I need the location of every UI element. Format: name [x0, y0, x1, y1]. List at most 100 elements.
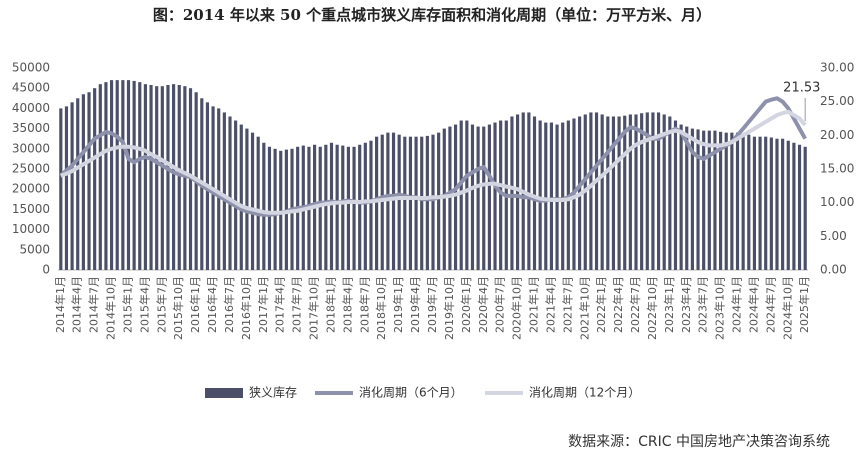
x-tick-label: 2016年7月: [222, 276, 236, 333]
bar: [758, 136, 762, 270]
y-tick-label: 5000: [19, 242, 50, 256]
bar: [792, 142, 796, 270]
bar: [64, 106, 69, 270]
legend-label: 消化周期（12个月）: [529, 386, 640, 400]
bar: [668, 116, 672, 270]
x-tick-label: 2022年7月: [628, 276, 642, 333]
bar: [262, 142, 266, 270]
bar: [651, 112, 655, 270]
bar: [561, 122, 565, 270]
bar: [735, 132, 740, 270]
bar: [465, 120, 469, 271]
bar: [594, 112, 599, 270]
line: [60, 109, 807, 215]
bar: [702, 130, 706, 270]
bar: [358, 144, 362, 270]
bar: [617, 116, 621, 270]
bar: [87, 92, 91, 271]
x-tick-label: 2016年1月: [188, 276, 202, 333]
bar: [93, 88, 97, 270]
x-tick-label: 2022年4月: [611, 276, 625, 333]
x-tick-label: 2021年4月: [543, 276, 557, 333]
x-tick-label: 2022年1月: [594, 276, 608, 333]
bar: [160, 86, 164, 271]
y2-tick-label: 5.00: [820, 229, 847, 243]
bar: [600, 114, 604, 271]
bar: [781, 138, 785, 270]
x-tick-label: 2024年7月: [763, 276, 777, 333]
bar: [126, 80, 131, 271]
bar: [803, 146, 807, 270]
bar: [250, 132, 255, 270]
x-tick-label: 2019年7月: [425, 276, 439, 333]
bar: [335, 144, 339, 270]
bar: [724, 132, 728, 270]
y2-tick-label: 20.00: [820, 128, 854, 142]
x-tick-label: 2023年7月: [696, 276, 710, 333]
y-tick-label: 30000: [12, 141, 50, 155]
x-tick-label: 2024年1月: [730, 276, 744, 333]
x-tick-label: 2024年10月: [780, 276, 794, 340]
y-tick-label: 40000: [12, 101, 50, 115]
bar: [640, 113, 644, 270]
y-tick-label: 10000: [12, 222, 50, 236]
bar: [448, 126, 452, 270]
bar: [628, 114, 632, 271]
x-tick-label: 2019年10月: [442, 276, 456, 340]
x-tick-label: 2017年10月: [307, 276, 321, 340]
y2-tick-label: 30.00: [820, 61, 854, 75]
bar: [442, 128, 446, 270]
x-tick-label: 2018年7月: [357, 276, 371, 333]
bar: [352, 146, 356, 270]
bar: [752, 136, 757, 270]
x-tick-label: 2017年1月: [256, 276, 270, 333]
bar: [527, 112, 531, 270]
x-tick-label: 2019年4月: [408, 276, 422, 333]
bar: [234, 120, 238, 271]
x-tick-label: 2014年4月: [70, 276, 84, 333]
y2-tick-label: 15.00: [820, 162, 854, 176]
x-tick-label: 2015年10月: [171, 276, 185, 340]
x-tick-label: 2014年7月: [87, 276, 101, 333]
bar: [532, 116, 537, 270]
x-tick-label: 2018年1月: [323, 276, 337, 333]
bar: [279, 150, 283, 270]
bar: [775, 138, 779, 270]
bar: [499, 120, 503, 271]
bar: [719, 131, 723, 270]
bar: [769, 137, 773, 270]
bar: [414, 136, 418, 270]
y-tick-label: 20000: [12, 182, 50, 196]
x-tick-label: 2020年1月: [459, 276, 473, 333]
x-tick-label: 2017年7月: [290, 276, 304, 333]
x-tick-label: 2017年4月: [273, 276, 287, 333]
x-tick-label: 2025年1月: [797, 276, 811, 333]
bar: [239, 124, 243, 270]
bar: [115, 80, 119, 271]
bar: [341, 145, 345, 270]
bar: [611, 116, 616, 270]
bar: [346, 146, 350, 270]
legend-label: 消化周期（6个月）: [359, 386, 463, 400]
bar: [797, 144, 802, 270]
bar: [487, 124, 491, 270]
bar: [143, 84, 147, 270]
bar: [391, 132, 396, 270]
chart-title: 图：2014 年以来 50 个重点城市狭义库存面积和消化周期（单位：万平方米、月…: [153, 6, 711, 24]
bar: [589, 112, 593, 270]
y-tick-label: 15000: [12, 202, 50, 216]
bar: [713, 130, 717, 270]
bar: [420, 136, 424, 270]
bar: [177, 84, 181, 270]
y2-tick-label: 0.00: [820, 263, 847, 277]
x-tick-label: 2018年10月: [374, 276, 388, 340]
bar: [476, 126, 480, 270]
x-tick-label: 2015年7月: [154, 276, 168, 333]
bar: [764, 136, 768, 270]
bar: [273, 148, 277, 270]
x-tick-label: 2018年4月: [340, 276, 354, 333]
bar: [470, 124, 475, 270]
x-tick-label: 2016年4月: [205, 276, 219, 333]
bar: [453, 124, 458, 270]
x-tick-label: 2019年1月: [391, 276, 405, 333]
